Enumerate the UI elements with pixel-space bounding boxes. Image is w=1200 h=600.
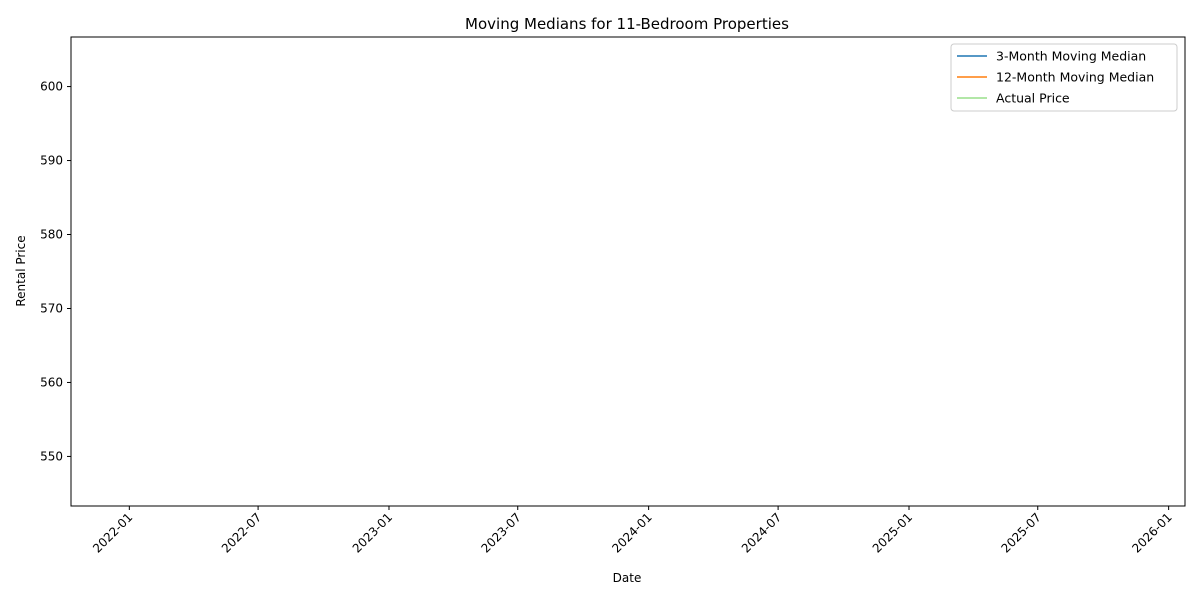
legend-entry: 12-Month Moving Median bbox=[996, 70, 1154, 85]
legend-box bbox=[950, 43, 1178, 112]
y-axis-label: Rental Price bbox=[14, 235, 28, 306]
chart-title: Moving Medians for 11-Bedroom Properties bbox=[465, 15, 789, 33]
legend-entry: Actual Price bbox=[996, 91, 1070, 106]
y-tick-label: 570 bbox=[40, 301, 63, 315]
y-tick-label: 590 bbox=[40, 154, 63, 168]
legend: 3-Month Moving Median 12-Month Moving Med… bbox=[950, 43, 1178, 112]
y-tick-label: 580 bbox=[40, 228, 63, 242]
y-tick-label: 560 bbox=[40, 375, 63, 389]
legend-entry: 3-Month Moving Median bbox=[996, 49, 1146, 64]
y-axis: 550 560 570 580 590 600 bbox=[40, 80, 71, 463]
plot-area bbox=[70, 36, 1186, 507]
y-tick-label: 600 bbox=[40, 80, 63, 94]
y-tick-label: 550 bbox=[40, 449, 63, 463]
x-axis-label: Date bbox=[613, 571, 642, 585]
